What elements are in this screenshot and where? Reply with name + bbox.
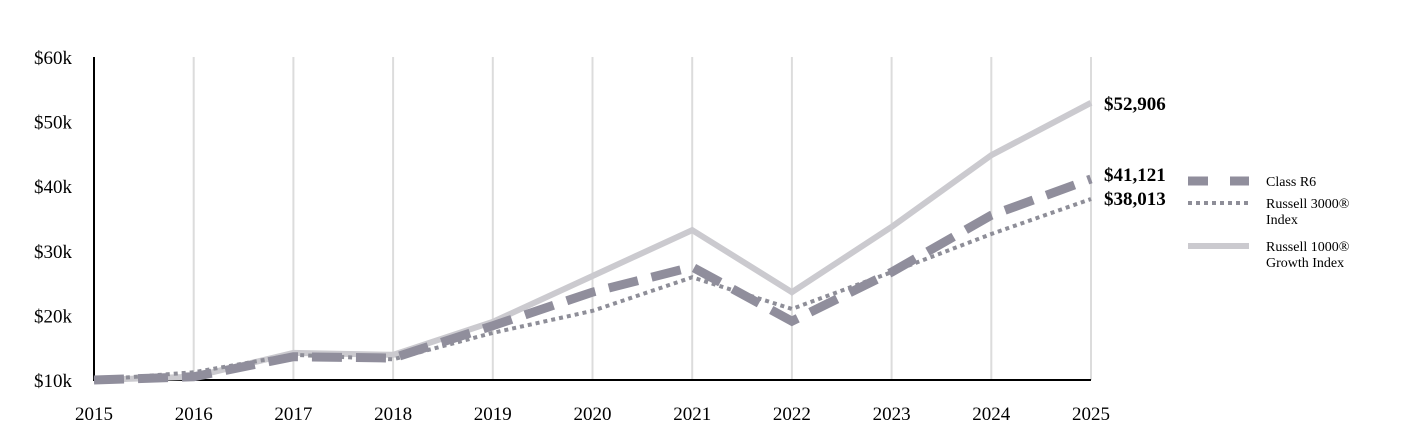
- x-tick-label: 2018: [374, 404, 412, 425]
- x-tick-label: 2015: [75, 404, 113, 425]
- x-tick-label: 2023: [873, 404, 911, 425]
- x-tick-label: 2017: [274, 404, 312, 425]
- series-line-2: [93, 100, 1093, 383]
- x-tick-label: 2025: [1072, 404, 1110, 425]
- y-tick-label: $60k: [34, 48, 73, 69]
- legend-label: Russell 1000®: [1266, 240, 1350, 255]
- x-tick-label: 2020: [574, 404, 612, 425]
- x-tick-label: 2021: [673, 404, 711, 425]
- x-tick-label: 2022: [773, 404, 811, 425]
- y-tick-label: $30k: [34, 242, 73, 263]
- end-value-label: $41,121: [1104, 165, 1166, 186]
- series-line-0: [93, 174, 1093, 385]
- end-value-label: $52,906: [1104, 94, 1166, 115]
- end-value-label: $38,013: [1104, 189, 1166, 210]
- legend-label: Class R6: [1266, 175, 1316, 190]
- y-tick-label: $10k: [34, 371, 73, 392]
- legend-label: Growth Index: [1266, 256, 1344, 271]
- x-tick-label: 2016: [175, 404, 213, 425]
- legend-label: Russell 3000®: [1266, 197, 1350, 212]
- y-tick-label: $50k: [34, 113, 73, 134]
- x-tick-label: 2024: [972, 404, 1011, 425]
- y-tick-label: $40k: [34, 177, 73, 198]
- series-line-1: [93, 197, 1092, 382]
- y-tick-label: $20k: [34, 306, 73, 327]
- legend-label: Index: [1266, 213, 1298, 228]
- x-tick-label: 2019: [474, 404, 512, 425]
